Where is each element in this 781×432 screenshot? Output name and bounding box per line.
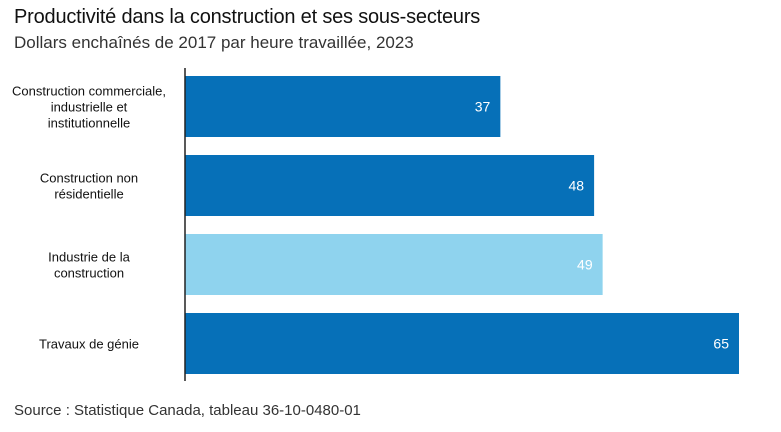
category-labels-group: Construction commerciale, industrielle et… (12, 84, 166, 352)
category-label-2: Construction non résidentielle (40, 171, 138, 202)
category-label-3: Industrie de la construction (48, 250, 130, 281)
chart-subtitle: Dollars enchaînés de 2017 par heure trav… (14, 33, 414, 52)
bar-value-label-3: 49 (577, 257, 593, 273)
chart-title: Productivité dans la construction et ses… (14, 6, 481, 28)
bar-value-label-4: 65 (713, 336, 729, 352)
bar-1 (185, 76, 501, 137)
bars-group (185, 76, 739, 374)
bar-value-label-1: 37 (475, 99, 491, 115)
source-note: Source : Statistique Canada, tableau 36-… (14, 402, 361, 419)
bar-2 (185, 155, 595, 216)
category-label-4: Travaux de génie (39, 337, 139, 352)
value-labels-group: 37 48 49 65 (475, 99, 729, 352)
category-label-1: Construction commerciale, industrielle et… (12, 84, 166, 131)
bar-4 (185, 313, 739, 374)
bar-value-label-2: 48 (569, 178, 585, 194)
bar-3 (185, 234, 603, 295)
